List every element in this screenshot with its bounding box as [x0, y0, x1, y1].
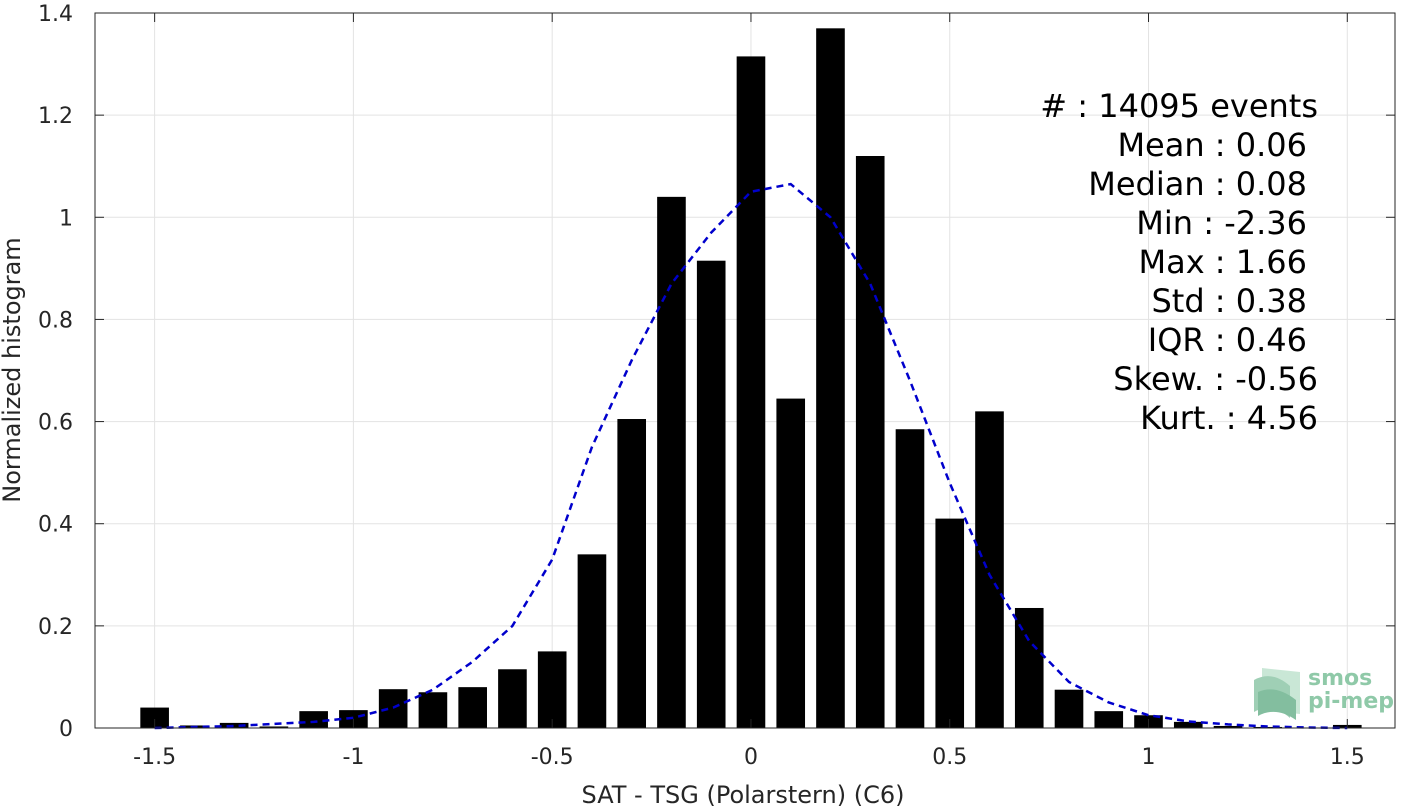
stats-line: Kurt. : 4.56: [1140, 399, 1318, 437]
histogram-bar: [776, 398, 806, 728]
y-tick-labels: 0 0.2 0.4 0.6 0.8 1 1.2 1.4: [38, 2, 73, 742]
histogram-bar: [696, 260, 726, 728]
x-tick-label: 1.5: [1330, 745, 1365, 770]
histogram-bar: [299, 711, 328, 728]
x-axis-label: SAT - TSG (Polarstern) (C6): [582, 781, 905, 809]
stats-line: Max : 1.66: [1138, 243, 1307, 281]
stats-line: # : 14095 events: [1040, 87, 1318, 125]
x-tick-label: -1: [342, 745, 364, 770]
y-tick-label: 0.8: [38, 308, 73, 333]
histogram-bar: [259, 726, 289, 728]
histogram-bar: [378, 689, 408, 728]
histogram-bar: [498, 669, 527, 728]
histogram-bar: [1213, 725, 1243, 728]
smos-pi-mep-logo: smos pi-mep: [1254, 666, 1394, 720]
y-axis-label: Normalized histogram: [0, 237, 26, 502]
histogram-bar: [736, 56, 766, 729]
stats-line: IQR : 0.46: [1148, 321, 1307, 359]
plot-frame: [94, 12, 1396, 729]
histogram-bar: [816, 28, 845, 729]
stats-line: Std : 0.38: [1151, 282, 1307, 320]
x-tick-label: -1.5: [133, 745, 176, 770]
logo-line-1: smos: [1308, 666, 1372, 691]
y-tick-label: 1.2: [38, 104, 73, 129]
histogram-bars: [140, 28, 1362, 729]
histogram-bar: [657, 196, 686, 728]
histogram-bar: [1054, 689, 1084, 728]
histogram-bar: [458, 687, 487, 728]
x-tick-labels: -1.5 -1 -0.5 0 0.5 1 1.5: [133, 745, 1365, 770]
histogram-bar: [1253, 726, 1283, 728]
histogram-bar: [140, 707, 169, 728]
x-tick-label: -0.5: [531, 745, 574, 770]
histogram-bar: [1094, 711, 1124, 728]
x-tick-label: 0: [744, 745, 758, 770]
histogram-bar: [537, 651, 567, 728]
y-tick-label: 1.4: [38, 2, 73, 27]
histogram-bar: [219, 722, 249, 728]
histogram-bar: [935, 518, 965, 728]
logo-mark-icon: [1254, 668, 1300, 720]
histogram-bar: [1173, 721, 1203, 728]
histogram-bar: [577, 554, 607, 728]
histogram-bar: [617, 419, 647, 728]
histogram-bar: [895, 429, 925, 728]
y-tick-label: 0.2: [38, 615, 73, 640]
stats-line: Median : 0.08: [1088, 165, 1307, 203]
histogram-bar: [1014, 607, 1044, 728]
x-tick-label: 1: [1142, 745, 1156, 770]
logo-line-2: pi-mep: [1308, 689, 1394, 714]
x-tick-label: 0.5: [932, 745, 967, 770]
histogram-bar: [855, 156, 885, 728]
y-tick-label: 0.4: [38, 513, 73, 538]
histogram-bar: [975, 411, 1004, 728]
stats-line: Mean : 0.06: [1117, 126, 1307, 164]
y-tick-label: 0.6: [38, 411, 73, 436]
stats-line: Skew. : -0.56: [1113, 360, 1318, 398]
axis-ticks: [95, 12, 1395, 729]
stats-line: Min : -2.36: [1136, 204, 1307, 242]
histogram-bar: [418, 692, 448, 728]
y-tick-label: 0: [59, 717, 73, 742]
y-tick-label: 1: [59, 206, 73, 231]
